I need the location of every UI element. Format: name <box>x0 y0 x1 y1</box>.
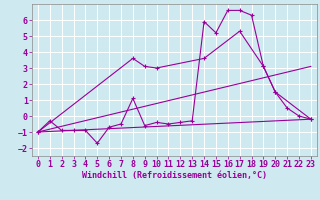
X-axis label: Windchill (Refroidissement éolien,°C): Windchill (Refroidissement éolien,°C) <box>82 171 267 180</box>
